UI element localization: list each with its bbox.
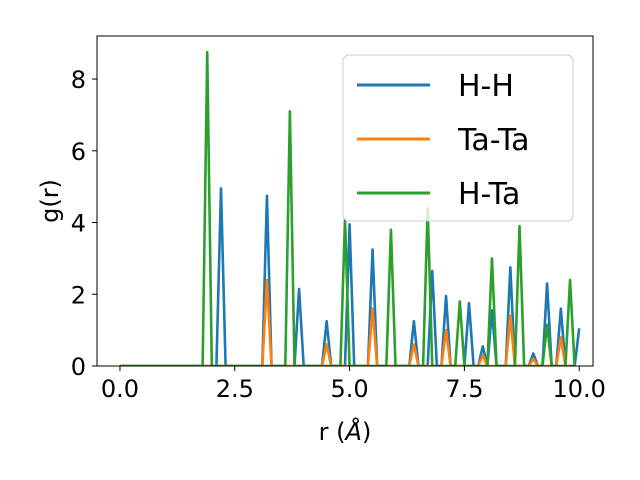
x-tick-label: 7.5 xyxy=(445,375,483,403)
x-tick-label: 10.0 xyxy=(553,375,606,403)
legend-frame xyxy=(342,54,574,222)
x-tick-label: 0.0 xyxy=(101,375,139,403)
x-tick-label: 2.5 xyxy=(216,375,254,403)
legend-label: Ta-Ta xyxy=(457,123,530,158)
series-line-ta-ta xyxy=(119,278,571,366)
x-axis: 0.0 2.5 5.0 7.5 10.0 xyxy=(101,366,606,403)
y-axis-label: g(r) xyxy=(36,179,64,223)
y-tick-label: 0 xyxy=(71,353,86,381)
x-tick-label: 5.0 xyxy=(331,375,369,403)
series-line-h-ta xyxy=(119,50,576,366)
y-tick-label: 6 xyxy=(71,138,86,166)
y-tick-label: 2 xyxy=(71,281,86,309)
x-axis-label: r (Å) xyxy=(319,417,372,446)
legend-label: H-H xyxy=(458,69,514,104)
legend-label: H-Ta xyxy=(458,177,520,212)
y-tick-label: 8 xyxy=(71,66,86,94)
y-axis: 0 2 4 6 8 xyxy=(71,66,97,381)
plot-frame xyxy=(96,35,594,367)
y-tick-label: 4 xyxy=(71,210,86,238)
legend: H-H Ta-Ta H-Ta xyxy=(342,54,574,222)
series-layer xyxy=(119,50,581,366)
